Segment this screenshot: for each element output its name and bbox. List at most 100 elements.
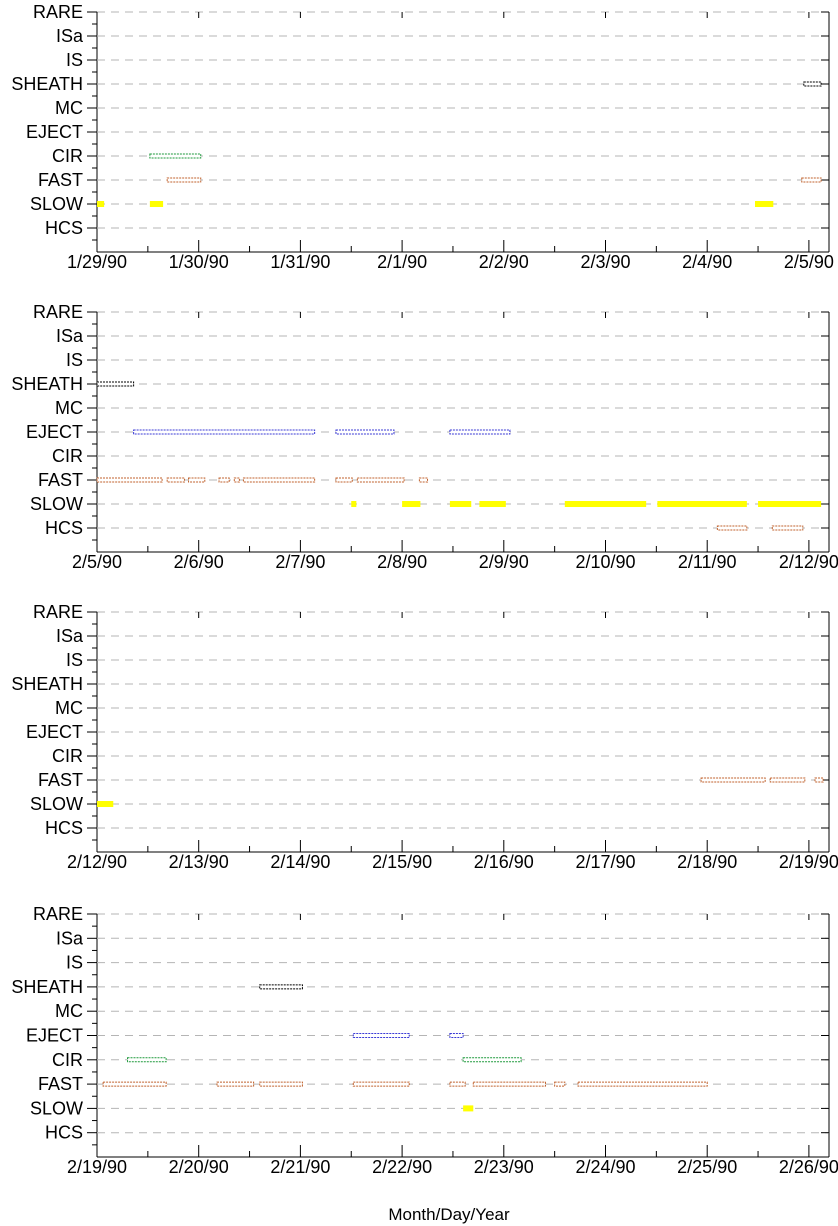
category-label: HCS [45,1123,83,1143]
fast-interval-bar [96,477,163,483]
category-label: EJECT [26,1026,83,1046]
fast-interval-bar [166,177,202,183]
sheath-interval-bar [803,81,822,87]
eject-interval-bar [335,429,395,435]
x-tick-label: 2/17/90 [575,852,635,872]
x-tick-label: 2/4/90 [682,252,732,272]
cir-interval-bar [149,153,202,159]
fast-interval-bar [352,1081,410,1087]
fast-interval-bar [216,1081,255,1087]
x-tick-label: 2/2/90 [479,252,529,272]
category-label: EJECT [26,122,83,142]
category-label: SHEATH [11,977,83,997]
x-tick-label: 2/21/90 [270,1157,330,1177]
category-label: RARE [33,302,83,322]
category-label: IS [66,50,83,70]
category-label: SHEATH [11,74,83,94]
sheath-interval-bar [96,381,135,387]
x-tick-label: 1/30/90 [169,252,229,272]
x-tick-label: 2/16/90 [474,852,534,872]
category-label: HCS [45,818,83,838]
slow-interval-bar [149,201,164,207]
fast-interval-bar [418,477,429,483]
eject-interval-bar [449,429,511,435]
x-tick-label: 2/24/90 [575,1157,635,1177]
sheath-interval-bar [259,984,303,990]
fast-interval-bar [188,477,206,483]
category-label: RARE [33,602,83,622]
x-tick-label: 2/23/90 [474,1157,534,1177]
fast-interval-bar [801,177,822,183]
x-tick-label: 2/19/90 [67,1157,127,1177]
fast-interval-bar [577,1081,708,1087]
category-label: SHEATH [11,374,83,394]
x-tick-label: 1/31/90 [270,252,330,272]
eject-interval-bar [449,1033,464,1038]
category-label: SLOW [30,794,83,814]
slow-interval-bar [97,201,105,207]
x-tick-label: 2/19/90 [779,852,838,872]
category-label: SLOW [30,1098,83,1118]
category-label: ISa [56,26,84,46]
category-label: FAST [38,170,83,190]
slow-interval-bar [463,1105,474,1112]
x-tick-label: 2/7/90 [275,552,325,572]
slow-interval-bar [479,501,506,507]
slow-interval-bar [402,501,421,507]
fast-interval-bar [356,477,405,483]
fast-interval-bar [259,1081,303,1087]
category-label: MC [55,98,83,118]
slow-interval-bar [657,501,747,507]
x-axis-title: Month/Day/Year [388,1205,510,1224]
slow-interval-bar [97,801,114,807]
category-label: RARE [33,2,83,22]
x-tick-label: 2/11/90 [678,552,737,572]
x-tick-label: 2/20/90 [169,1157,229,1177]
x-tick-label: 2/15/90 [372,852,432,872]
x-tick-label: 2/10/90 [575,552,635,572]
category-label: IS [66,650,83,670]
slow-interval-bar [351,501,357,507]
category-label: SLOW [30,494,83,514]
category-label: SHEATH [11,674,83,694]
x-tick-label: 2/14/90 [270,852,330,872]
x-tick-label: 2/26/90 [779,1157,838,1177]
x-tick-label: 2/5/90 [72,552,122,572]
category-label: CIR [52,746,83,766]
cir-interval-bar [462,1057,522,1063]
category-label: MC [55,698,83,718]
x-tick-label: 2/18/90 [677,852,737,872]
fast-interval-bar [814,777,824,783]
fast-interval-bar [242,477,316,483]
category-label: RARE [33,904,83,924]
x-tick-label: 2/9/90 [479,552,529,572]
x-tick-label: 2/22/90 [372,1157,432,1177]
x-tick-label: 2/25/90 [677,1157,737,1177]
category-label: EJECT [26,722,83,742]
category-label: MC [55,398,83,418]
fast-interval-bar [700,777,766,783]
fast-interval-bar [335,477,353,483]
category-label: CIR [52,1050,83,1070]
category-label: CIR [52,446,83,466]
hcs-interval-bar [716,525,748,531]
x-tick-label: 2/6/90 [174,552,224,572]
x-tick-label: 2/12/90 [67,852,127,872]
hcs-interval-bar [771,525,804,531]
category-label: EJECT [26,422,83,442]
fast-interval-bar [472,1081,546,1087]
fast-interval-bar [218,477,230,483]
cir-interval-bar [127,1057,167,1063]
x-tick-label: 1/29/90 [67,252,127,272]
x-tick-label: 2/1/90 [377,252,427,272]
x-tick-label: 2/12/90 [779,552,838,572]
x-tick-label: 2/13/90 [169,852,229,872]
category-label: HCS [45,218,83,238]
fast-interval-bar [102,1081,167,1087]
category-label: IS [66,953,83,973]
category-label: FAST [38,470,83,490]
fast-interval-bar [233,477,240,483]
slow-interval-bar [754,201,774,207]
category-label: ISa [56,928,84,948]
